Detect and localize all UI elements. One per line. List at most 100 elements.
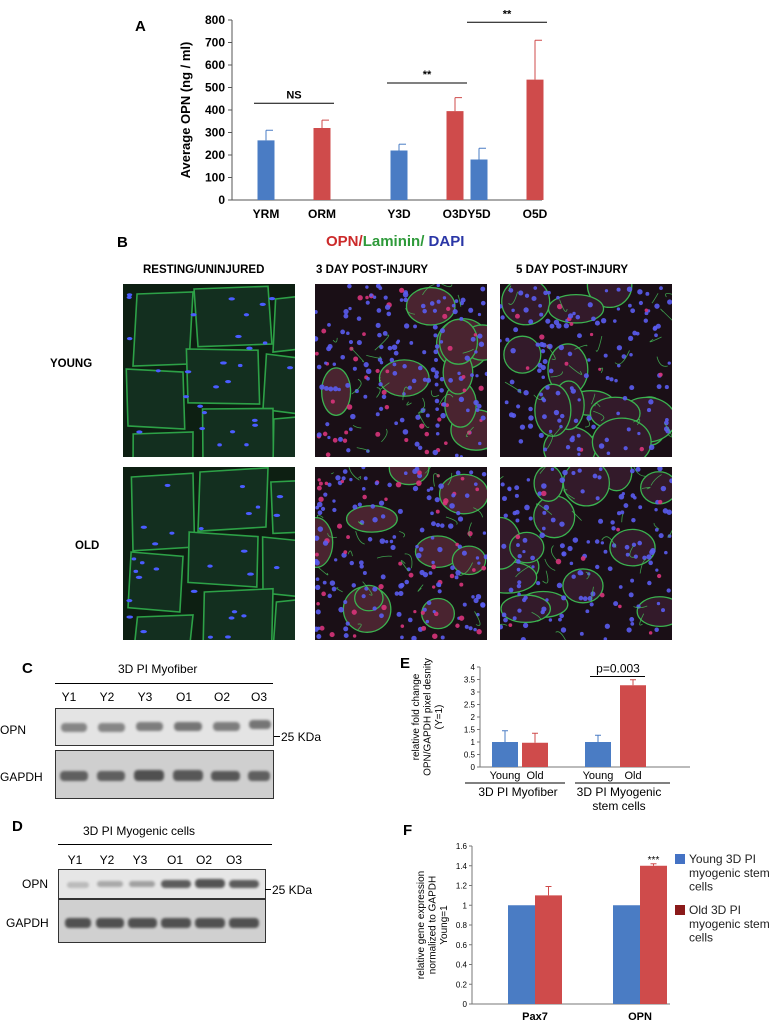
blot-c-lane: O3 bbox=[250, 690, 267, 704]
nucleus bbox=[375, 284, 381, 289]
nucleus bbox=[315, 336, 319, 342]
nucleus bbox=[539, 312, 544, 317]
nucleus bbox=[422, 308, 427, 314]
nucleus bbox=[379, 360, 384, 365]
nucleus bbox=[402, 364, 407, 369]
nucleus bbox=[375, 368, 380, 374]
nucleus bbox=[414, 441, 420, 447]
nucleus bbox=[316, 634, 322, 640]
laminin-strand bbox=[465, 426, 474, 437]
nucleus bbox=[340, 329, 346, 335]
nucleus bbox=[659, 286, 663, 291]
nucleus bbox=[352, 634, 357, 638]
nucleus bbox=[535, 342, 540, 347]
nucleus bbox=[433, 349, 439, 355]
nucleus bbox=[629, 468, 635, 474]
nucleus bbox=[500, 624, 504, 630]
nucleus bbox=[140, 630, 147, 634]
nucleus bbox=[425, 619, 430, 624]
nucleus bbox=[528, 406, 533, 412]
nucleus bbox=[448, 377, 453, 383]
nucleus bbox=[539, 392, 543, 397]
nucleus bbox=[654, 508, 658, 512]
nucleus bbox=[429, 301, 435, 306]
nucleus bbox=[516, 543, 520, 547]
nucleus bbox=[600, 541, 605, 545]
nucleus bbox=[536, 581, 541, 586]
nucleus bbox=[318, 496, 324, 502]
nucleus bbox=[582, 596, 588, 602]
laminin-strand bbox=[362, 581, 373, 596]
nucleus bbox=[315, 535, 320, 541]
nucleus bbox=[437, 589, 442, 594]
nucleus bbox=[661, 608, 666, 613]
x-tick-label: O5D bbox=[523, 207, 548, 221]
nucleus bbox=[508, 623, 513, 627]
band bbox=[97, 881, 123, 887]
nucleus bbox=[413, 324, 417, 329]
y-tick-label: 0 bbox=[471, 763, 476, 772]
nucleus bbox=[613, 601, 619, 607]
nucleus bbox=[577, 333, 582, 339]
laminin-strand bbox=[544, 558, 556, 571]
y-tick-label: 1 bbox=[463, 901, 468, 910]
nucleus bbox=[455, 470, 461, 476]
nucleus bbox=[412, 468, 418, 475]
nucleus bbox=[434, 382, 439, 387]
nucleus bbox=[455, 623, 460, 628]
nucleus bbox=[320, 506, 326, 511]
nucleus bbox=[435, 509, 440, 514]
nucleus bbox=[616, 511, 622, 516]
laminin-strand bbox=[633, 418, 641, 426]
nucleus bbox=[501, 612, 507, 618]
nucleus bbox=[431, 560, 435, 565]
nucleus bbox=[454, 453, 459, 457]
nucleus bbox=[599, 592, 605, 598]
row-label-old: OLD bbox=[75, 540, 100, 552]
laminin-strand bbox=[330, 472, 334, 475]
nucleus bbox=[319, 384, 325, 390]
nucleus bbox=[357, 295, 363, 301]
stain-legend: OPN/Laminin/ DAPI bbox=[326, 233, 464, 250]
myofiber bbox=[272, 296, 295, 353]
row-label-young: YOUNG bbox=[50, 358, 93, 370]
y-tick-label: 700 bbox=[205, 36, 225, 50]
nucleus bbox=[517, 608, 522, 613]
y-tick-label: 600 bbox=[205, 58, 225, 72]
y-tick-label: 2.5 bbox=[464, 701, 476, 710]
nucleus bbox=[361, 467, 366, 470]
nucleus bbox=[577, 468, 582, 473]
bar-o5d bbox=[526, 79, 544, 200]
nucleus bbox=[518, 290, 524, 296]
blot-c-gapdh bbox=[55, 750, 274, 799]
nucleus bbox=[523, 390, 529, 396]
nucleus bbox=[262, 341, 268, 345]
nucleus bbox=[629, 616, 635, 622]
band bbox=[213, 722, 240, 731]
nucleus bbox=[190, 313, 197, 317]
fiber-outlines bbox=[321, 286, 487, 451]
nucleus bbox=[591, 316, 596, 322]
nucleus bbox=[654, 333, 658, 338]
nucleus bbox=[439, 328, 446, 334]
nucleus bbox=[383, 295, 388, 300]
nucleus bbox=[398, 561, 403, 566]
laminin-strand bbox=[400, 560, 409, 572]
laminin-strand bbox=[559, 299, 568, 312]
nucleus bbox=[255, 505, 261, 509]
laminin-strand bbox=[317, 514, 324, 518]
regenerating-fiber bbox=[321, 367, 352, 416]
nucleus bbox=[409, 341, 414, 345]
significance-label: NS bbox=[286, 89, 301, 101]
laminin-strand bbox=[571, 510, 582, 521]
nucleus bbox=[598, 518, 604, 524]
bar-orm bbox=[313, 128, 331, 200]
nucleus bbox=[560, 627, 567, 633]
nucleus bbox=[389, 539, 394, 544]
nucleus bbox=[560, 413, 565, 419]
nucleus bbox=[547, 290, 551, 295]
column-label-3day: 3 DAY POST-INJURY bbox=[316, 264, 429, 276]
nucleus bbox=[663, 426, 670, 432]
nucleus bbox=[603, 637, 608, 640]
nucleus bbox=[561, 595, 567, 601]
